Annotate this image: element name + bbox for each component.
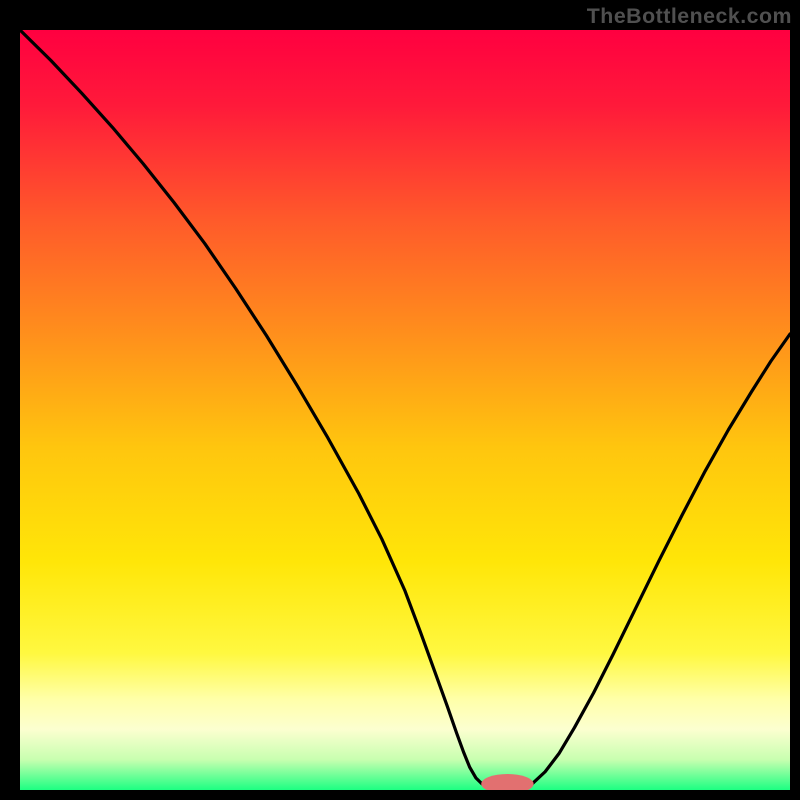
plot-svg — [20, 30, 790, 790]
plot-area — [20, 30, 790, 790]
gradient-background — [20, 30, 790, 790]
watermark-text: TheBottleneck.com — [587, 4, 792, 29]
chart-frame: TheBottleneck.com — [0, 0, 800, 800]
